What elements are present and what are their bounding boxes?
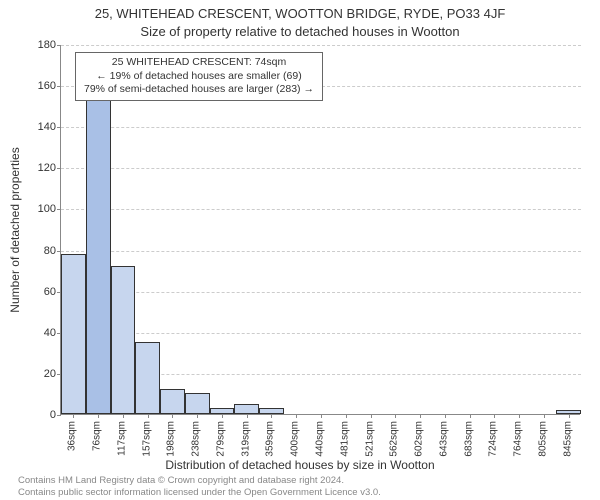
xtick-label: 805sqm [537,421,548,457]
gridline [61,209,581,210]
xtick-label: 319sqm [240,421,251,457]
ytick-mark [57,209,61,210]
xtick-label: 359sqm [265,421,276,457]
ytick-label: 140 [16,121,56,133]
ytick-label: 120 [16,162,56,174]
bar-highlight [86,95,111,414]
bar [111,266,136,414]
ytick-label: 20 [16,368,56,380]
xtick-mark [519,414,520,418]
xtick-mark [172,414,173,418]
bar [135,342,160,414]
annotation-line1: 25 WHITEHEAD CRESCENT: 74sqm [84,56,314,70]
annotation-line3: 79% of semi-detached houses are larger (… [84,83,314,97]
bar [234,404,259,414]
ytick-label: 100 [16,203,56,215]
xtick-mark [98,414,99,418]
xtick-label: 117sqm [116,421,127,456]
xtick-label: 440sqm [315,421,326,457]
xtick-mark [271,414,272,418]
xtick-mark [569,414,570,418]
gridline [61,168,581,169]
xtick-label: 481sqm [339,421,350,457]
xtick-mark [470,414,471,418]
xtick-mark [321,414,322,418]
x-axis-label: Distribution of detached houses by size … [0,458,600,472]
ytick-label: 180 [16,39,56,51]
xtick-label: 643sqm [438,421,449,457]
ytick-mark [57,127,61,128]
gridline [61,292,581,293]
footer-attribution: Contains HM Land Registry data © Crown c… [18,475,381,498]
xtick-mark [445,414,446,418]
footer-line2: Contains public sector information licen… [18,487,381,498]
xtick-label: 683sqm [463,421,474,457]
ytick-mark [57,251,61,252]
bar [160,389,185,414]
xtick-mark [296,414,297,418]
xtick-label: 198sqm [166,421,177,457]
ytick-mark [57,415,61,416]
xtick-label: 562sqm [389,421,400,457]
ytick-mark [57,45,61,46]
gridline [61,45,581,46]
xtick-label: 76sqm [92,421,103,451]
gridline [61,251,581,252]
xtick-label: 238sqm [191,421,202,457]
ytick-label: 0 [16,409,56,421]
xtick-mark [544,414,545,418]
xtick-mark [73,414,74,418]
xtick-mark [371,414,372,418]
xtick-label: 36sqm [67,421,78,451]
xtick-label: 279sqm [215,421,226,457]
xtick-label: 400sqm [290,421,301,457]
xtick-label: 764sqm [513,421,524,457]
xtick-label: 845sqm [562,421,573,457]
ytick-label: 80 [16,245,56,257]
annotation-box: 25 WHITEHEAD CRESCENT: 74sqm ← 19% of de… [75,52,323,101]
xtick-mark [494,414,495,418]
xtick-mark [123,414,124,418]
ytick-mark [57,86,61,87]
xtick-mark [395,414,396,418]
ytick-mark [57,168,61,169]
footer-line1: Contains HM Land Registry data © Crown c… [18,475,381,486]
xtick-label: 724sqm [488,421,499,457]
bar [61,254,86,414]
chart-title-sub: Size of property relative to detached ho… [0,24,600,39]
chart-title-main: 25, WHITEHEAD CRESCENT, WOOTTON BRIDGE, … [0,6,600,21]
xtick-label: 521sqm [364,421,375,457]
xtick-mark [197,414,198,418]
ytick-label: 160 [16,80,56,92]
bar [185,393,210,414]
xtick-label: 602sqm [414,421,425,457]
annotation-line2: ← 19% of detached houses are smaller (69… [84,70,314,84]
gridline [61,333,581,334]
xtick-mark [222,414,223,418]
xtick-mark [148,414,149,418]
xtick-mark [247,414,248,418]
xtick-mark [420,414,421,418]
xtick-label: 157sqm [141,421,152,457]
ytick-label: 40 [16,327,56,339]
xtick-mark [346,414,347,418]
ytick-label: 60 [16,286,56,298]
gridline [61,127,581,128]
